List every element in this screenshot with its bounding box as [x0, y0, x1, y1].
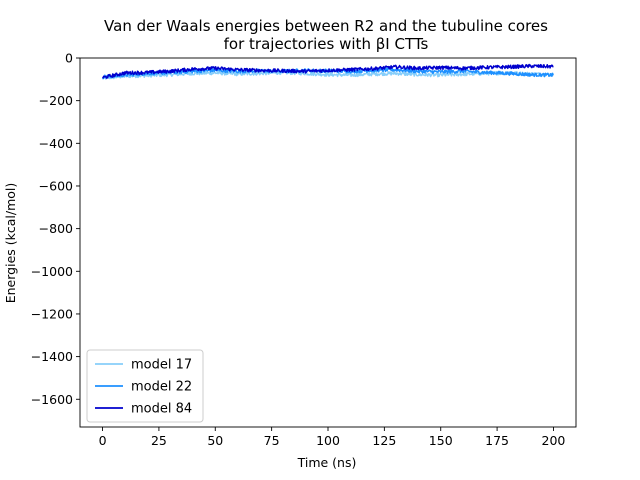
x-tick-label: 25 [151, 433, 167, 448]
chart-title-line2: for trajectories with βI CTTs [224, 35, 429, 53]
legend-label-model-17: model 17 [131, 358, 192, 373]
y-tick-label: −1000 [31, 264, 73, 279]
y-tick-label: −1200 [31, 306, 73, 321]
x-tick-label: 50 [207, 433, 223, 448]
legend-label-model-84: model 84 [131, 402, 192, 417]
x-tick-label: 175 [485, 433, 509, 448]
series-line-model-84 [101, 63, 554, 79]
y-tick-label: −400 [39, 136, 73, 151]
chart-title-line1: Van der Waals energies between R2 and th… [104, 17, 548, 35]
y-axis-label: Energies (kcal/mol) [3, 183, 18, 304]
x-tick-label: 150 [429, 433, 453, 448]
x-tick-label: 0 [99, 433, 107, 448]
y-tick-label: 0 [65, 51, 73, 66]
plot-area: 0 25 50 75 100 125 150 175 200 0 −200 −400 −600 −800 −… [31, 51, 577, 448]
x-tick-label: 125 [372, 433, 396, 448]
y-tick-label: −600 [39, 178, 73, 193]
x-tick-label: 200 [542, 433, 566, 448]
y-tick-label: −200 [39, 93, 73, 108]
y-tick-label: −800 [39, 221, 73, 236]
series-line-model-17 [101, 70, 554, 80]
x-tick-label: 75 [264, 433, 280, 448]
y-tick-label: −1600 [31, 392, 73, 407]
y-tick-label: −1400 [31, 349, 73, 364]
legend-label-model-22: model 22 [131, 380, 192, 395]
x-axis-label: Time (ns) [297, 455, 357, 470]
legend-box [86, 349, 204, 423]
x-tick-label: 100 [316, 433, 340, 448]
